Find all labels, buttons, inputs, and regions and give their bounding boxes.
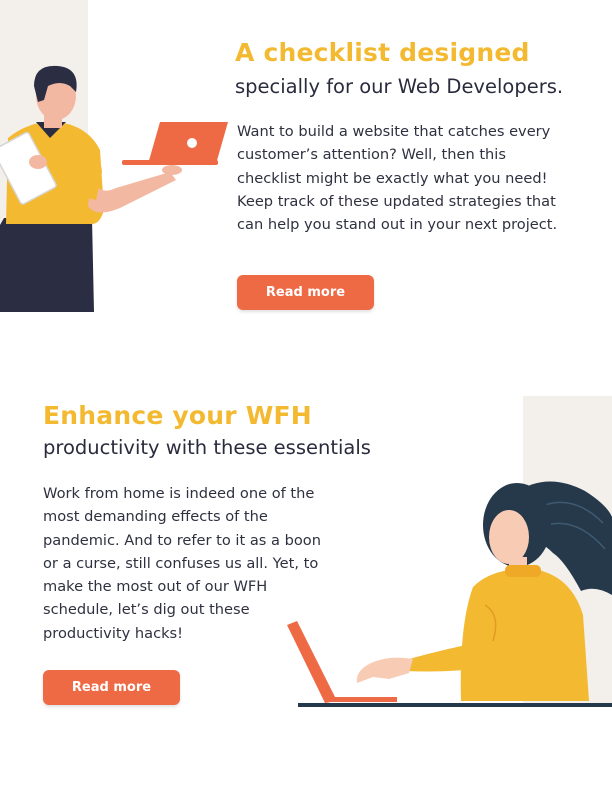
section-body: Want to build a website that catches eve… bbox=[237, 123, 558, 234]
read-more-button[interactable]: Read more bbox=[237, 275, 374, 310]
section-subtitle: productivity with these essentials bbox=[43, 436, 371, 459]
section-subtitle: specially for our Web Developers. bbox=[235, 75, 564, 98]
read-more-button[interactable]: Read more bbox=[43, 670, 180, 705]
section-title: Enhance your WFH bbox=[43, 401, 312, 430]
man-holding-laptop-illustration bbox=[0, 65, 228, 312]
section-body: Work from home is indeed one of the most… bbox=[43, 485, 321, 642]
woman-typing-on-laptop-illustration bbox=[287, 481, 612, 707]
section-title: A checklist designed bbox=[235, 38, 530, 67]
